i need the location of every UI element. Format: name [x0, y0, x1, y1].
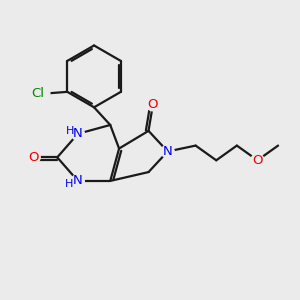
Text: N: N	[163, 145, 172, 158]
Circle shape	[71, 174, 84, 188]
Text: H: H	[65, 179, 73, 190]
Circle shape	[161, 145, 174, 158]
Circle shape	[27, 151, 40, 164]
Text: O: O	[148, 98, 158, 111]
Circle shape	[146, 98, 159, 111]
Text: N: N	[73, 174, 83, 188]
Text: Cl: Cl	[32, 87, 45, 100]
Circle shape	[71, 127, 84, 140]
Circle shape	[251, 154, 264, 167]
Text: N: N	[73, 127, 83, 140]
Text: O: O	[252, 154, 263, 167]
Circle shape	[39, 88, 50, 99]
Text: H: H	[65, 126, 74, 136]
Text: O: O	[28, 151, 39, 164]
